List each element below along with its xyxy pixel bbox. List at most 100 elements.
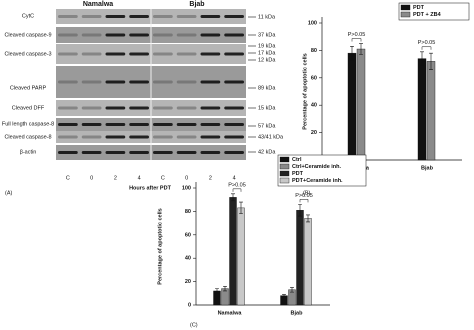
lane-label: 4 [233, 175, 236, 181]
size-label: 17 kDa [258, 50, 276, 56]
band [176, 106, 197, 110]
band [224, 33, 244, 37]
band [105, 106, 126, 110]
band [224, 123, 244, 126]
bar [296, 210, 304, 306]
legend-swatch [279, 177, 290, 184]
y-tick-label: 20 [311, 130, 317, 136]
band [81, 80, 102, 84]
error-bar [350, 45, 354, 61]
protein-label: Full length caspase-8 [2, 121, 54, 127]
size-label: 11 kDa [258, 14, 276, 20]
x-tick-label: Bjab [421, 165, 434, 171]
band [176, 80, 197, 84]
error-bar [359, 43, 363, 55]
band [153, 15, 173, 18]
band [153, 33, 173, 37]
band [224, 52, 244, 56]
band [58, 106, 78, 110]
error-bar [231, 193, 235, 202]
band [129, 106, 149, 110]
error-bar [420, 51, 424, 66]
annotation: P>0.05 [228, 182, 246, 188]
band [81, 135, 102, 139]
y-axis-label: Percentage of apoptotic cells [302, 53, 308, 129]
band [200, 151, 221, 154]
band [81, 15, 102, 18]
annotation: P>0.05 [418, 40, 436, 46]
band [105, 151, 126, 154]
band [153, 106, 173, 110]
y-axis-label: Percentage of apoptotic cells [157, 208, 163, 284]
lane-label: 0 [90, 175, 93, 181]
band [105, 52, 126, 56]
band [153, 80, 173, 84]
band [105, 123, 126, 126]
band [176, 33, 197, 37]
band [176, 123, 197, 126]
band [129, 151, 149, 154]
band [129, 80, 149, 84]
protein-label: Cleaved caspase-3 [4, 51, 51, 57]
y-tick-label: 60 [185, 232, 191, 238]
size-label: 43/41 kDa [258, 134, 284, 140]
panel-label: (A) [5, 190, 13, 196]
y-tick-label: 100 [182, 185, 191, 191]
band [58, 151, 78, 154]
cell-line-label: Bjab [189, 1, 204, 8]
y-tick-label: 100 [308, 20, 317, 26]
size-label: 89 kDa [258, 85, 276, 91]
y-tick-label: 20 [185, 279, 191, 285]
band [81, 52, 102, 56]
size-label: 42 kDa [258, 149, 276, 155]
protein-label: Cleaved caspase-8 [4, 134, 51, 140]
lane-label: 4 [138, 175, 141, 181]
band [224, 151, 244, 154]
error-bar [239, 201, 243, 215]
panel-label: (B) [303, 190, 311, 196]
band [105, 135, 126, 139]
error-bar [215, 288, 219, 294]
band [200, 123, 221, 126]
legend-label: PDT [292, 171, 304, 177]
y-tick-label: 60 [311, 75, 317, 81]
size-label: 57 kDa [258, 123, 276, 129]
band [200, 33, 221, 37]
band [153, 123, 173, 126]
legend-label: PDT [413, 5, 425, 11]
legend-box [277, 154, 367, 187]
band [129, 135, 149, 139]
lane-label: 0 [185, 175, 188, 181]
legend-label: PDT+Ceramide inh. [292, 178, 343, 184]
bar [304, 218, 312, 306]
band [176, 15, 197, 18]
size-label: 15 kDa [258, 105, 276, 111]
protein-label: Cleaved caspase-9 [4, 32, 51, 38]
band [176, 135, 197, 139]
band [129, 52, 149, 56]
size-label: 12 kDa [258, 57, 276, 63]
y-tick-label: 40 [311, 103, 317, 109]
band [129, 123, 149, 126]
band [224, 135, 244, 139]
band [58, 80, 78, 84]
size-label: 37 kDa [258, 32, 276, 38]
annotation: P>0.05 [295, 193, 313, 199]
band [153, 52, 173, 56]
bracket [299, 199, 309, 203]
band [129, 15, 149, 18]
band [224, 106, 244, 110]
legend-label: Ctrl [292, 157, 302, 163]
band [58, 15, 78, 18]
legend-swatch [279, 156, 290, 163]
error-bar [298, 204, 302, 217]
bracket [351, 38, 362, 42]
bar [347, 52, 357, 161]
protein-label: CytC [22, 13, 34, 19]
bar [417, 58, 427, 161]
band [81, 151, 102, 154]
band [176, 52, 197, 56]
band [129, 33, 149, 37]
band [153, 135, 173, 139]
